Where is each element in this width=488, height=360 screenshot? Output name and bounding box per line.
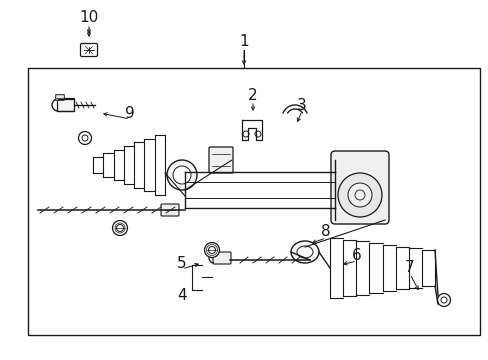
Ellipse shape bbox=[290, 241, 318, 263]
Text: 1: 1 bbox=[239, 35, 248, 49]
Text: 6: 6 bbox=[351, 248, 361, 262]
FancyBboxPatch shape bbox=[161, 204, 179, 216]
Text: 4: 4 bbox=[177, 288, 186, 302]
Bar bbox=[28, 68, 479, 335]
Ellipse shape bbox=[296, 246, 312, 258]
Text: 2: 2 bbox=[248, 87, 257, 103]
Circle shape bbox=[347, 183, 371, 207]
Ellipse shape bbox=[173, 166, 191, 184]
FancyBboxPatch shape bbox=[56, 95, 64, 100]
Circle shape bbox=[337, 173, 381, 217]
FancyBboxPatch shape bbox=[330, 151, 388, 224]
Ellipse shape bbox=[208, 247, 215, 253]
FancyBboxPatch shape bbox=[213, 252, 230, 264]
Text: 5: 5 bbox=[177, 256, 186, 270]
Text: 9: 9 bbox=[125, 105, 135, 121]
Ellipse shape bbox=[204, 243, 219, 257]
Ellipse shape bbox=[116, 225, 123, 231]
Text: 8: 8 bbox=[321, 225, 330, 239]
Ellipse shape bbox=[167, 160, 197, 190]
Ellipse shape bbox=[437, 293, 449, 306]
Text: 7: 7 bbox=[405, 261, 414, 275]
FancyBboxPatch shape bbox=[208, 147, 232, 173]
Text: 10: 10 bbox=[79, 10, 99, 26]
Ellipse shape bbox=[112, 220, 127, 235]
Ellipse shape bbox=[440, 297, 446, 303]
Text: 3: 3 bbox=[297, 98, 306, 112]
FancyBboxPatch shape bbox=[58, 99, 74, 112]
